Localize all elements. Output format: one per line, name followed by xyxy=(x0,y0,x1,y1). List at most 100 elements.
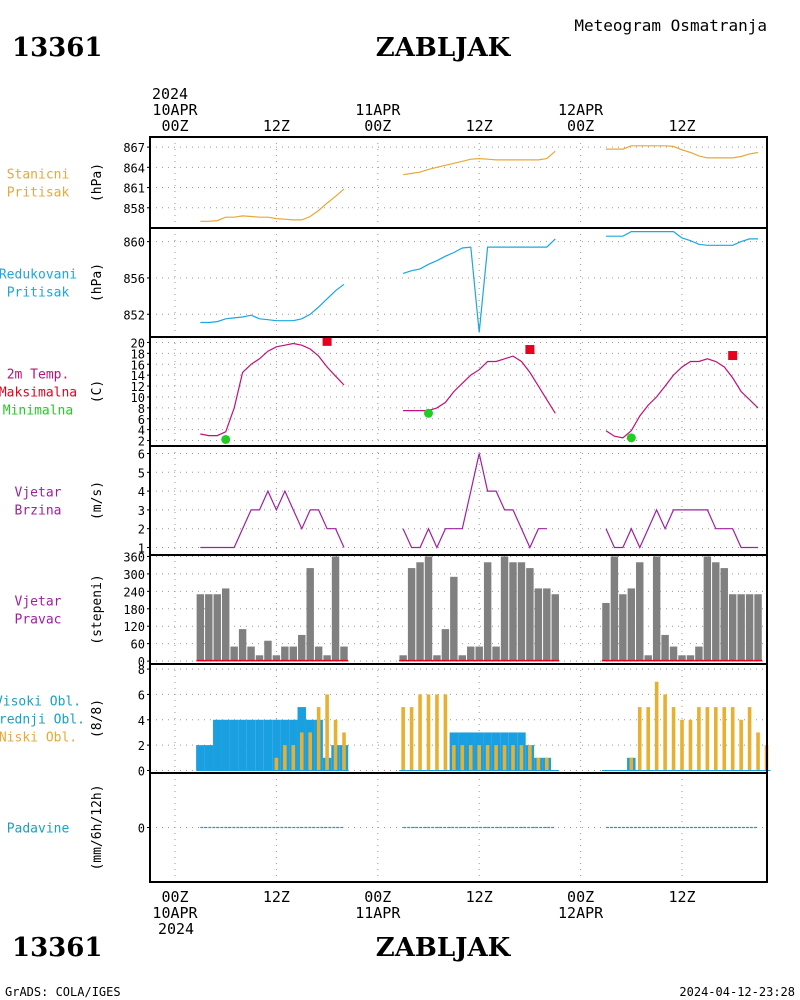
direction-bar xyxy=(627,588,636,662)
direction-bar xyxy=(678,655,686,662)
panel-label: Visoki Obl. xyxy=(0,695,81,710)
x-tick-label-bottom: 12Z xyxy=(263,888,290,906)
cloud-low-bar xyxy=(536,757,541,771)
direction-bar xyxy=(652,556,661,662)
x-tick-label-top: 10APR xyxy=(152,101,198,119)
direction-bar xyxy=(661,634,669,662)
panel-frame xyxy=(149,445,768,556)
y-tick-label: 4 xyxy=(138,714,145,728)
cloud-high-bar xyxy=(272,719,281,771)
direction-bar xyxy=(619,594,627,662)
cloud-low-bar xyxy=(333,719,338,771)
series-line-wind_speed xyxy=(605,508,758,549)
direction-bar xyxy=(272,655,281,662)
y-tick-label: 16 xyxy=(131,358,145,372)
cloud-low-bar xyxy=(637,707,642,771)
panel-label: Vjetar xyxy=(15,486,62,501)
cloud-low-bar xyxy=(714,707,718,771)
x-tick-label-bottom: 12Z xyxy=(668,888,695,906)
y-tick-label: 1 xyxy=(138,541,145,555)
direction-bar xyxy=(264,640,272,662)
y-tick-label: 10 xyxy=(131,391,145,405)
x-tick-label-bottom: 12Z xyxy=(466,888,493,906)
y-axis-unit: (C) xyxy=(90,380,105,403)
cloud-low-bar xyxy=(299,732,304,771)
y-axis-unit: (8/8) xyxy=(90,699,105,738)
panel-reduced_pressure: 852 856 860 (hPa) Redukovani Pritisak xyxy=(0,227,768,338)
y-axis-unit: (hPa) xyxy=(90,163,105,202)
station-name-top: ZABLJAK xyxy=(376,33,512,63)
y-tick-label: 6 xyxy=(138,688,145,702)
cloud-low-bar xyxy=(528,745,532,771)
cloud-high-bar xyxy=(213,719,222,771)
direction-bar xyxy=(695,646,703,662)
direction-bar xyxy=(500,556,509,662)
direction-bar xyxy=(238,629,247,662)
cloud-low-bar xyxy=(325,694,329,771)
direction-bar xyxy=(255,655,264,662)
direction-bar xyxy=(205,594,213,662)
cloud-low-bar xyxy=(629,757,634,771)
cloud-low-bar xyxy=(477,745,481,771)
y-axis-unit: (m/s) xyxy=(90,481,105,520)
direction-bar xyxy=(703,556,712,662)
cloud-low-bar xyxy=(705,707,710,771)
series-line-temperature xyxy=(403,355,556,414)
y-tick-label: 20 xyxy=(131,336,145,350)
direction-bar xyxy=(644,655,652,662)
panels-group: 858861864867(hPa)StanicniPritisak8528568… xyxy=(0,136,771,883)
y-tick-label: 2 xyxy=(138,435,145,449)
cloud-low-bar xyxy=(511,745,515,771)
cloud-low-bar xyxy=(747,707,752,771)
y-tick-label: 8 xyxy=(138,663,145,677)
direction-bar xyxy=(407,568,416,662)
direction-bar xyxy=(221,588,230,662)
x-tick-label-bottom: 11APR xyxy=(355,904,401,922)
panel-label: Pritisak xyxy=(7,186,70,201)
panel-frame xyxy=(149,136,768,229)
direction-bar xyxy=(433,655,441,662)
direction-bar xyxy=(669,646,678,662)
y-tick-label: 120 xyxy=(123,620,145,634)
cloud-high-bar xyxy=(255,719,264,771)
panel-label: Pritisak xyxy=(7,286,70,301)
y-tick-label: 0 xyxy=(138,764,145,778)
panel-label: 2m Temp. xyxy=(7,368,70,383)
y-axis-unit: (hPa) xyxy=(90,263,105,302)
y-tick-label: 0 xyxy=(138,655,145,669)
x-tick-label-bottom: 2024 xyxy=(158,920,194,938)
direction-bar xyxy=(331,556,340,662)
cloud-high-bar xyxy=(221,719,230,771)
cloud-low-bar xyxy=(739,719,743,771)
max-temp-marker xyxy=(525,345,535,355)
cloud-high-bar xyxy=(204,745,214,771)
panel-frame xyxy=(149,336,768,447)
direction-bar xyxy=(306,568,314,662)
y-tick-label: 860 xyxy=(123,236,145,250)
cloud-low-bar xyxy=(435,694,439,771)
cloud-low-bar xyxy=(663,694,667,771)
direction-bar xyxy=(745,594,754,662)
panel-station_pressure: 858 861 864 867 (hPa) Stanicni Pritisak xyxy=(7,136,768,229)
y-tick-label: 3 xyxy=(138,504,145,518)
cloud-low-bar xyxy=(316,707,321,771)
direction-bar xyxy=(281,646,289,662)
direction-bar xyxy=(323,655,331,662)
cloud-low-bar xyxy=(426,694,431,771)
direction-bar xyxy=(526,568,534,662)
y-tick-label: 8 xyxy=(138,402,145,416)
y-tick-label: 4 xyxy=(138,424,145,438)
cloud-low-bar xyxy=(722,707,727,771)
cloud-low-bar xyxy=(697,707,701,771)
max-temp-marker xyxy=(322,336,332,346)
direction-bar xyxy=(720,568,728,662)
series-line-station_pressure xyxy=(200,188,345,222)
cloud-low-bar xyxy=(401,707,405,771)
y-tick-label: 864 xyxy=(123,161,145,175)
y-tick-label: 861 xyxy=(123,182,145,196)
y-tick-label: 5 xyxy=(138,466,145,480)
direction-bar xyxy=(754,594,762,662)
cloud-low-bar xyxy=(291,745,296,771)
series-line-reduced_pressure xyxy=(606,231,758,246)
